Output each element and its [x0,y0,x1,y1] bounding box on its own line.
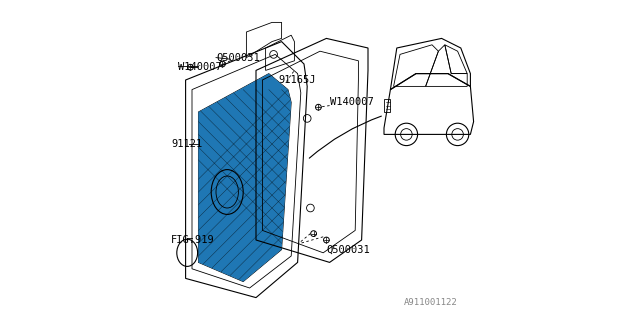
Text: FIG.919: FIG.919 [172,235,215,245]
Text: W140007: W140007 [178,62,221,72]
Polygon shape [198,74,291,282]
Text: W140007: W140007 [330,97,373,108]
Text: Q500031: Q500031 [216,52,260,63]
Text: 91121: 91121 [172,139,202,149]
Text: A911001122: A911001122 [404,298,458,307]
Text: Q500031: Q500031 [326,244,370,255]
Text: 91165J: 91165J [278,75,316,85]
